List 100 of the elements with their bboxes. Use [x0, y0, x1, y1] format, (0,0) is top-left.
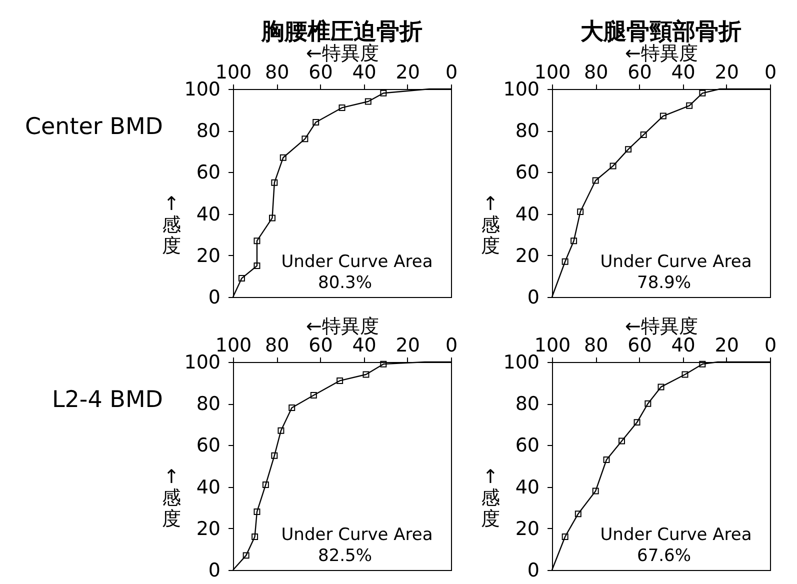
- y-axis-title: ↑感度: [481, 192, 500, 257]
- y-axis-title: ↑感度: [481, 466, 500, 530]
- y-tick-label: 40: [515, 203, 540, 226]
- y-tick-label: 20: [196, 244, 220, 267]
- x-tick-label: 60: [628, 62, 652, 84]
- x-axis-title: ←特異度: [625, 42, 698, 64]
- point: [269, 214, 276, 222]
- x-tick-label: 20: [714, 334, 739, 356]
- point: [380, 360, 387, 368]
- x-axis-title: ←特異度: [306, 42, 379, 64]
- x-tick-label: 40: [352, 62, 376, 84]
- y-tick-label: 0: [527, 560, 540, 582]
- chart-title: 大腿骨頸部骨折: [580, 19, 742, 45]
- x-axis-title: ←特異度: [625, 316, 698, 338]
- point: [574, 510, 582, 518]
- y-tick-label: 40: [515, 476, 540, 498]
- y-tick-label: 0: [208, 286, 220, 308]
- annotation: 78.9%: [636, 273, 692, 293]
- x-tick-label: 0: [764, 334, 777, 356]
- point: [592, 488, 599, 494]
- x-tick-label: 80: [584, 334, 608, 356]
- y-tick-label: 100: [503, 352, 540, 374]
- point: [644, 400, 652, 407]
- text: L2-4 BMD: [52, 387, 163, 413]
- point: [562, 533, 568, 540]
- point: [682, 371, 688, 378]
- point: [603, 456, 610, 463]
- point: [562, 258, 568, 265]
- y-tick-label: 80: [515, 120, 540, 142]
- annotation: 82.5%: [318, 546, 372, 566]
- point: [288, 404, 296, 411]
- point: [380, 90, 387, 96]
- annotation: Under Curve Area: [600, 525, 752, 545]
- point: [271, 179, 278, 186]
- point: [625, 146, 632, 153]
- x-tick-label: 0: [445, 62, 458, 84]
- y-tick-label: 20: [515, 244, 540, 267]
- point: [252, 533, 258, 540]
- x-tick-label: 60: [308, 62, 333, 84]
- x-axis-title: ←特異度: [306, 316, 379, 338]
- y-tick-label: 60: [196, 434, 220, 457]
- x-tick-label: 20: [396, 334, 420, 356]
- x-tick-label: 20: [396, 62, 420, 84]
- x-tick-label: 80: [265, 334, 290, 356]
- y-tick-label: 0: [208, 560, 220, 582]
- x-tick-label: 60: [308, 334, 333, 356]
- y-axis-title: ↑感度: [162, 192, 181, 257]
- x-tick-label: 60: [628, 334, 652, 356]
- annotation: Under Curve Area: [600, 252, 752, 272]
- x-tick-label: 0: [764, 62, 777, 84]
- annotation: 80.3%: [318, 273, 372, 293]
- y-tick-label: 100: [184, 352, 220, 374]
- point: [686, 102, 693, 109]
- point: [338, 104, 346, 111]
- y-tick-label: 60: [196, 162, 220, 184]
- point: [310, 392, 317, 399]
- y-tick-label: 80: [515, 393, 540, 416]
- y-tick-label: 0: [527, 286, 540, 308]
- x-tick-label: 20: [714, 62, 739, 84]
- point: [312, 119, 320, 126]
- y-tick-label: 40: [196, 476, 220, 498]
- x-tick-label: 80: [265, 62, 290, 84]
- point: [640, 132, 647, 138]
- point: [577, 208, 584, 215]
- y-axis-title: ↑感度: [162, 466, 181, 530]
- point: [254, 508, 260, 515]
- chart-title: 胸腰椎圧迫骨折: [260, 19, 422, 45]
- annotation: Under Curve Area: [281, 525, 433, 545]
- point: [592, 177, 599, 184]
- point: [699, 90, 706, 96]
- annotation: 67.6%: [636, 546, 692, 566]
- x-tick-label: 40: [671, 62, 696, 84]
- x-tick-label: 40: [671, 334, 696, 356]
- y-tick-label: 20: [196, 518, 220, 540]
- point: [238, 275, 245, 282]
- point: [242, 552, 250, 559]
- point: [660, 112, 666, 120]
- point: [271, 452, 278, 459]
- x-tick-label: 40: [352, 334, 376, 356]
- point: [262, 481, 269, 488]
- y-tick-label: 100: [184, 78, 220, 100]
- point: [280, 154, 286, 161]
- point: [254, 238, 260, 244]
- point: [302, 136, 308, 142]
- point: [610, 162, 616, 170]
- point: [278, 427, 284, 434]
- text: Center BMD: [24, 114, 163, 140]
- y-tick-label: 100: [503, 78, 540, 100]
- x-tick-label: 0: [445, 334, 458, 356]
- y-tick-label: 60: [515, 162, 540, 184]
- point: [658, 384, 664, 390]
- y-tick-label: 20: [515, 518, 540, 540]
- point: [570, 238, 578, 244]
- point: [336, 377, 344, 384]
- y-tick-label: 80: [196, 120, 220, 142]
- x-tick-label: 80: [584, 62, 608, 84]
- y-tick-label: 40: [196, 203, 220, 226]
- point: [618, 438, 625, 444]
- point: [254, 262, 260, 270]
- point: [364, 98, 372, 105]
